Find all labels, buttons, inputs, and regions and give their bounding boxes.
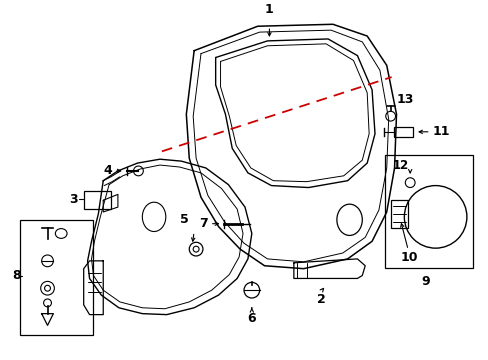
Text: 10: 10 [400,251,417,264]
Text: 6: 6 [247,312,256,325]
Text: 12: 12 [392,158,408,172]
Text: 1: 1 [264,4,273,17]
Bar [20,220,93,335]
Bar [384,155,472,268]
Bar [83,192,111,209]
Text: 7: 7 [199,217,207,230]
Text: 2: 2 [316,293,325,306]
Text: 5: 5 [180,213,188,226]
Bar [393,127,412,137]
Text: 13: 13 [396,93,413,107]
Text: 11: 11 [432,125,449,138]
Text: 9: 9 [421,275,429,288]
Text: 3: 3 [69,193,78,206]
Text: 8: 8 [13,269,21,282]
Bar [390,200,407,228]
Text: 4: 4 [103,165,112,177]
